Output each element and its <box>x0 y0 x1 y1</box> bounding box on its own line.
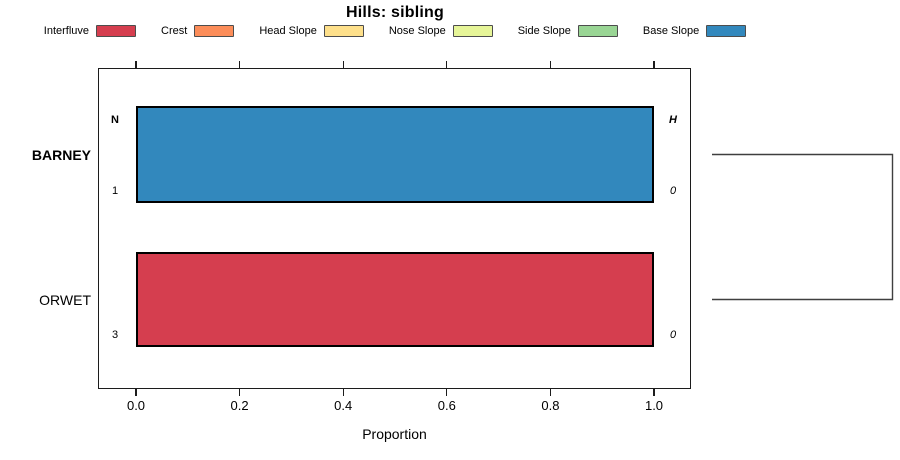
x-axis-tick <box>135 388 137 396</box>
x-axis-tick-top <box>342 61 344 68</box>
x-axis-tick-label: 0.0 <box>126 398 146 413</box>
x-axis-tick-top <box>446 61 448 68</box>
legend-item-label: Interfluve <box>43 25 90 37</box>
x-axis-tick-label: 0.6 <box>437 398 456 413</box>
legend-swatch <box>194 25 235 37</box>
legend-swatch <box>706 25 747 37</box>
x-axis-tick <box>653 388 655 396</box>
legend: Interfluve Crest Head Slope Nose Slope Side … <box>0 25 790 37</box>
legend-swatch <box>96 25 137 37</box>
x-axis-tick-top <box>135 61 137 68</box>
x-axis-tick-label: 1.0 <box>644 398 664 413</box>
legend-item: Head Slope <box>259 25 364 37</box>
column-header-n: N <box>111 114 119 126</box>
x-axis-tick <box>342 388 344 396</box>
annotation-n-barney: 1 <box>111 185 119 197</box>
legend-item: Side Slope <box>518 25 618 37</box>
row-label-barney: BARNEY <box>31 146 91 163</box>
chart-title: Hills: sibling <box>346 4 444 21</box>
annotation-n-orwet: 3 <box>111 329 119 341</box>
legend-item: Nose Slope <box>389 25 493 37</box>
row-label-orwet: ORWET <box>39 291 91 308</box>
x-axis-tick <box>446 388 448 396</box>
dendrogram-link <box>712 153 894 301</box>
legend-swatch <box>577 25 618 37</box>
x-axis-tick-label: 0.8 <box>541 398 560 413</box>
legend-swatch <box>323 25 364 37</box>
bar-orwet <box>136 252 654 347</box>
x-axis-tick <box>238 388 241 396</box>
annotation-entropy-orwet: 0 <box>669 329 677 341</box>
legend-item: Base Slope <box>642 25 747 37</box>
legend-item-label: Crest <box>161 25 188 37</box>
plot-box <box>98 68 691 389</box>
legend-swatch <box>452 25 493 37</box>
x-axis-tick <box>549 388 552 396</box>
annotation-entropy-barney: 0 <box>669 185 677 197</box>
legend-item: Crest <box>161 25 235 37</box>
x-axis-tick-top <box>549 61 552 68</box>
x-axis-title: Proportion <box>362 426 427 442</box>
legend-item-label: Side Slope <box>517 25 571 37</box>
x-axis-tick-label: 0.2 <box>230 398 249 413</box>
legend-item-label: Base Slope <box>642 25 700 37</box>
column-header-h: H <box>669 113 677 126</box>
bar-barney <box>136 106 654 203</box>
legend-item-label: Head Slope <box>259 25 317 37</box>
x-axis-tick-top <box>653 61 655 68</box>
x-axis-tick-top <box>238 61 241 68</box>
x-axis-tick-label: 0.4 <box>334 398 353 413</box>
legend-item-label: Nose Slope <box>388 25 446 37</box>
legend-item: Interfluve <box>43 25 137 37</box>
